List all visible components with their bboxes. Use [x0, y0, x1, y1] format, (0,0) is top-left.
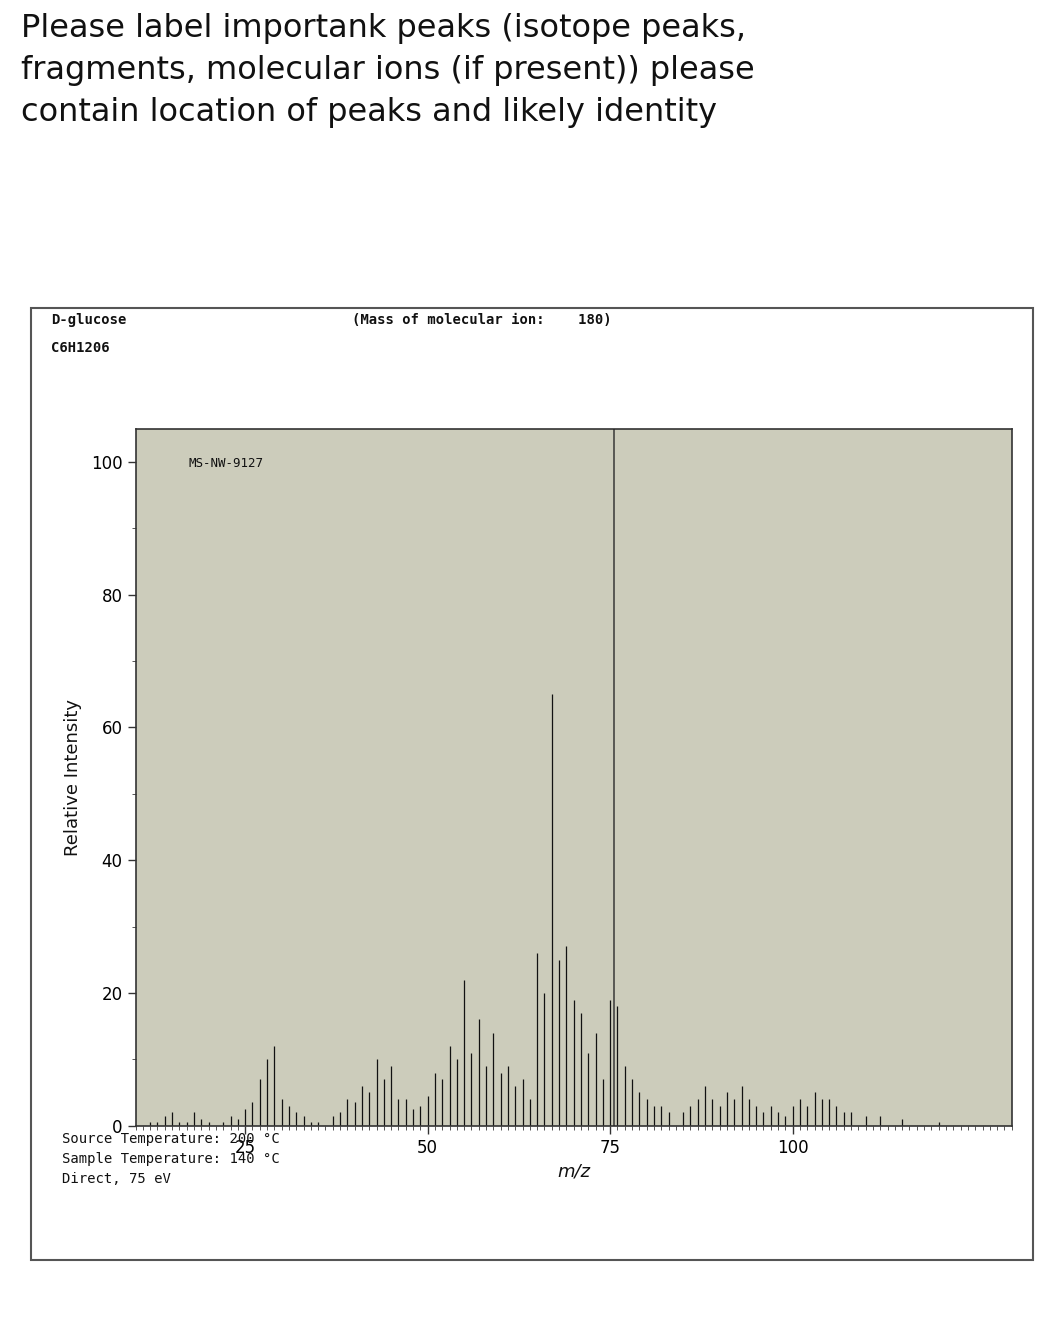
- Text: (Mass of molecular ion:    180): (Mass of molecular ion: 180): [351, 314, 611, 327]
- Text: C6H1206: C6H1206: [51, 342, 110, 355]
- Text: MS-NW-9127: MS-NW-9127: [188, 457, 263, 470]
- Y-axis label: Relative Intensity: Relative Intensity: [65, 698, 82, 856]
- Text: Please label importank peaks (isotope peaks,
fragments, molecular ions (if prese: Please label importank peaks (isotope pe…: [21, 13, 754, 129]
- X-axis label: m/z: m/z: [557, 1162, 590, 1181]
- Text: D-glucose: D-glucose: [51, 314, 126, 327]
- Text: Source Temperature: 200 °C
Sample Temperature: 140 °C
Direct, 75 eV: Source Temperature: 200 °C Sample Temper…: [62, 1132, 280, 1186]
